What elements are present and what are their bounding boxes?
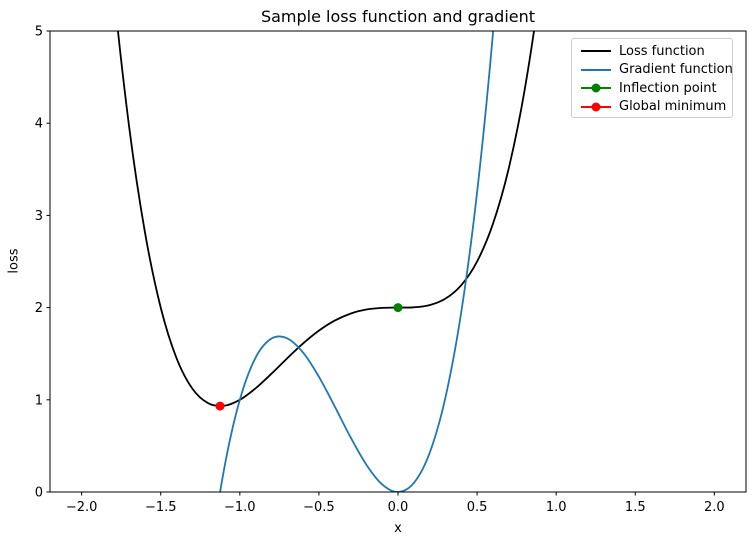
x-axis-tick-label: 1.0 <box>546 500 567 515</box>
legend-label: Loss function <box>619 43 705 59</box>
loss-function-line-swatch <box>581 45 611 57</box>
x-axis-tick-label: −1.5 <box>145 500 177 515</box>
x-axis-tick-label: 0.5 <box>467 500 488 515</box>
marker-dot-icon <box>591 83 601 93</box>
y-axis-tick-label: 3 <box>35 209 43 224</box>
legend-item-inflection-point: Inflection point <box>581 79 732 98</box>
x-axis-label: x <box>394 521 402 536</box>
global-minimum-line-swatch <box>581 101 611 113</box>
x-axis-tick-label: −1.0 <box>224 500 256 515</box>
y-axis-tick-label: 2 <box>35 301 43 316</box>
chart-title: Sample loss function and gradient <box>260 7 536 26</box>
marker-dot-icon <box>591 102 601 112</box>
inflection-point-line-swatch <box>581 82 611 94</box>
y-axis-tick-label: 5 <box>35 25 43 40</box>
x-axis-tick-label: 0.0 <box>388 500 409 515</box>
x-axis-tick-label: −0.5 <box>303 500 335 515</box>
y-axis-tick-label: 0 <box>35 486 43 501</box>
global-minimum-marker <box>215 401 225 411</box>
x-axis-tick-label: 2.0 <box>704 500 725 515</box>
x-axis-tick-label: −2.0 <box>66 500 98 515</box>
y-axis-tick-label: 4 <box>35 117 43 132</box>
y-axis-tick-label: 1 <box>35 393 43 408</box>
gradient-function-line-swatch <box>581 64 611 76</box>
legend: Loss function Gradient function Inflecti… <box>571 38 733 118</box>
legend-item-loss-function: Loss function <box>581 42 732 61</box>
legend-item-gradient-function: Gradient function <box>581 61 733 80</box>
loss-function-curve <box>117 31 535 407</box>
legend-label: Gradient function <box>619 62 733 78</box>
x-axis-tick-label: 1.5 <box>625 500 646 515</box>
curves-layer <box>117 31 535 492</box>
legend-label: Global minimum <box>619 99 727 115</box>
legend-label: Inflection point <box>619 80 717 96</box>
legend-item-global-minimum: Global minimum <box>581 98 732 117</box>
y-axis-label: loss <box>6 248 22 274</box>
inflection-point-marker <box>393 303 403 313</box>
